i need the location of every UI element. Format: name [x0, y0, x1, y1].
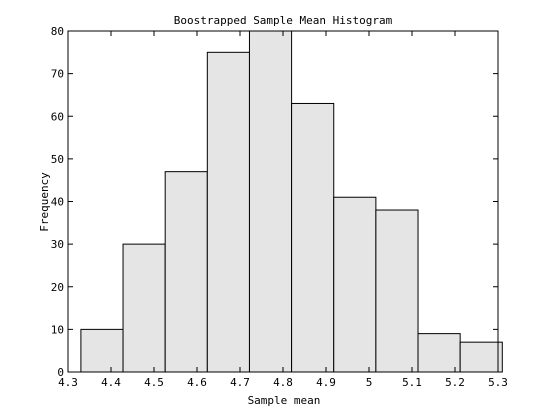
y-axis-label: Frequency: [38, 172, 51, 232]
y-tick-label: 80: [51, 25, 64, 38]
x-tick-label: 4.4: [101, 376, 121, 389]
histogram-bar: [206, 51, 250, 373]
y-tick-label: 20: [51, 281, 64, 294]
y-tick-label: 40: [51, 196, 64, 209]
y-tick-label: 70: [51, 68, 64, 81]
x-tick-label: 5.2: [445, 376, 465, 389]
x-axis-ticks: 4.3 4.4 4.5 4.6 4.7 4.8 4.9 5 5.1 5.2 5.3: [58, 31, 508, 389]
x-tick-label: 4.7: [230, 376, 250, 389]
histogram-bar: [164, 171, 208, 373]
x-tick-label: 4.5: [144, 376, 164, 389]
histogram-bar: [248, 30, 293, 373]
bars-group: [80, 30, 503, 373]
x-tick-label: 4.9: [316, 376, 336, 389]
histogram-bar: [459, 341, 503, 373]
y-axis-ticks: 0 10 20 30 40 50 60 70 80: [51, 25, 498, 379]
histogram-bar: [122, 243, 166, 373]
x-tick-label: 5: [366, 376, 373, 389]
x-tick-label: 5.3: [488, 376, 508, 389]
y-tick-label: 30: [51, 238, 64, 251]
y-tick-label: 60: [51, 110, 64, 123]
x-tick-label: 4.6: [187, 376, 207, 389]
x-axis-label: Sample mean: [248, 394, 321, 407]
x-tick-label: 4.8: [273, 376, 293, 389]
histogram-bar: [417, 333, 461, 373]
histogram-bar: [291, 102, 335, 373]
histogram-bar: [80, 328, 124, 373]
y-tick-label: 10: [51, 323, 64, 336]
chart-title: Boostrapped Sample Mean Histogram: [174, 14, 393, 27]
y-tick-label: 0: [57, 366, 64, 379]
x-tick-label: 5.1: [402, 376, 422, 389]
x-tick-label: 4.3: [58, 376, 78, 389]
y-tick-label: 50: [51, 153, 64, 166]
histogram-bar: [375, 209, 419, 373]
histogram-bar: [333, 196, 377, 373]
